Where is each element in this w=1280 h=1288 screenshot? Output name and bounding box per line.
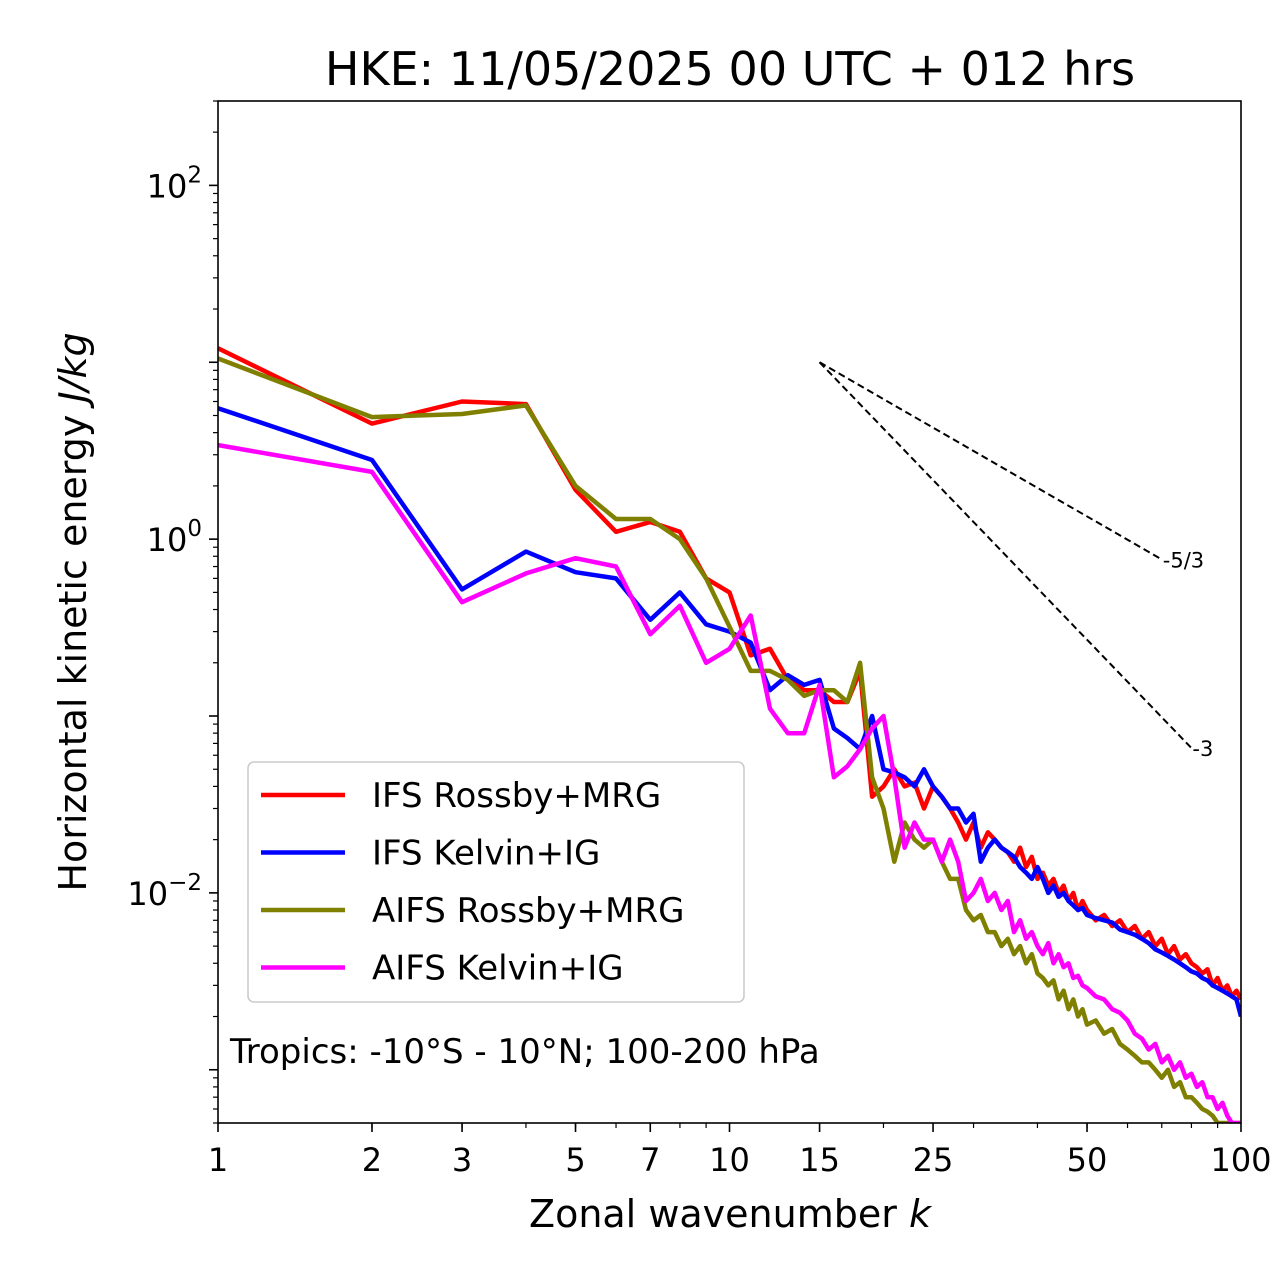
x-tick-label-6: 10	[709, 1141, 750, 1179]
reference-slope-label-1: -5/3	[1163, 548, 1204, 572]
legend-label-3: AIFS Rossby+MRG	[372, 891, 684, 931]
region-annotation: Tropics: -10°S - 10°N; 100-200 hPa	[229, 1032, 820, 1072]
x-axis-label: Zonal wavenumber k	[529, 1192, 933, 1236]
y-axis-label: Horizontal kinetic energy J/kg	[51, 332, 95, 891]
chart-title: HKE: 11/05/2025 00 UTC + 012 hrs	[325, 42, 1135, 96]
legend-box	[247, 761, 745, 1003]
series-lines	[218, 346, 1241, 1123]
x-tick-label-4: 5	[565, 1141, 585, 1179]
y-tick-label-2: 100	[147, 516, 202, 559]
plot-area: -5/3 -3	[217, 100, 1242, 1124]
x-tick-label-8: 25	[913, 1141, 954, 1179]
x-tick-label-9: 50	[1067, 1141, 1108, 1179]
x-tick-label-5: 7	[640, 1141, 660, 1179]
x-tick-label-3: 3	[452, 1141, 472, 1179]
x-tick-label-10: 100	[1210, 1141, 1271, 1179]
legend-label-1: IFS Rossby+MRG	[372, 776, 661, 816]
y-tick-label-3: 102	[147, 162, 202, 205]
series-line-2	[218, 406, 1241, 1018]
series-line-3	[218, 356, 1241, 1123]
reference-slope-label-2: -3	[1192, 737, 1213, 761]
x-tick-label-2: 2	[362, 1141, 382, 1179]
series-line-4	[218, 442, 1241, 1123]
reference-slope-line-1	[819, 361, 1163, 561]
reference-slope-line-2	[818, 361, 1193, 749]
legend-label-2: IFS Kelvin+IG	[372, 834, 600, 874]
legend: IFS Rossby+MRG IFS Kelvin+IG AIFS Rossby+M…	[247, 761, 745, 1003]
axis-ticks: 1 2 3 5 7 10 15 25 50 100 10−2 100 102	[127, 100, 1272, 1179]
legend-label-4: AIFS Kelvin+IG	[372, 949, 624, 989]
y-tick-label-1: 10−2	[127, 870, 202, 913]
x-tick-label-7: 15	[799, 1141, 840, 1179]
x-tick-label-1: 1	[208, 1141, 228, 1179]
